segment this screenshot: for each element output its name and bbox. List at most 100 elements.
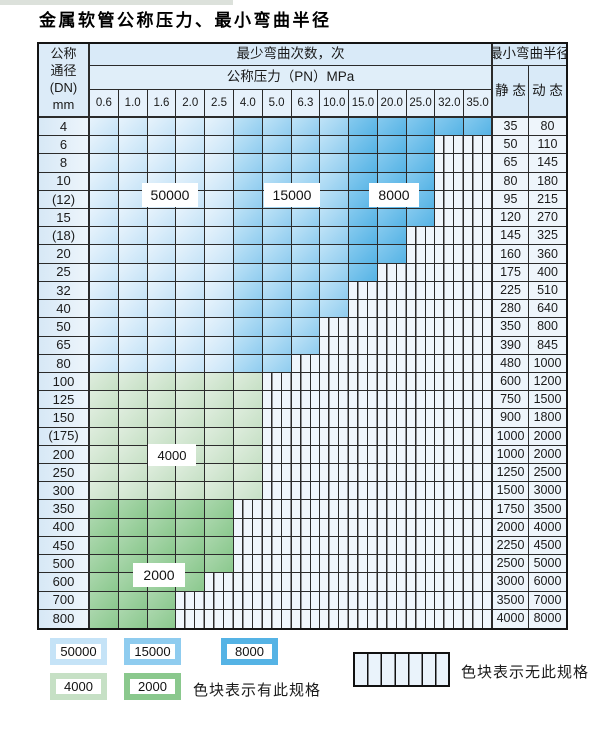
no-spec-cell-500-6.3 — [291, 555, 321, 574]
spec-cell-15-4.0 — [233, 209, 263, 228]
spec-cell-4-4.0 — [233, 118, 263, 137]
no-spec-cell-400-4.0 — [233, 518, 263, 537]
no-spec-cell-600-25.0 — [406, 573, 436, 592]
no-spec-cell-600-15.0 — [349, 573, 378, 592]
spec-cell-(175)-4.0 — [233, 427, 263, 446]
row-dn-label: 65 — [39, 336, 90, 355]
row-static-value: 2500 — [493, 555, 529, 574]
spec-cell-200-1.0 — [118, 445, 148, 465]
no-spec-cell-400-5.0 — [262, 518, 292, 537]
no-spec-cell-200-32.0 — [435, 445, 465, 465]
no-spec-cell-800-20.0 — [377, 609, 407, 628]
header-bend-cycles: 最少弯曲次数，次 — [90, 44, 493, 66]
no-spec-cell-250-10.0 — [320, 464, 350, 483]
spec-cell-8-25.0 — [406, 154, 436, 173]
row-static-value: 175 — [493, 263, 529, 282]
no-spec-cell-250-35.0 — [464, 464, 493, 483]
row-dynamic-value: 270 — [529, 209, 566, 228]
row-dynamic-value: 110 — [529, 136, 566, 155]
spec-cell-(175)-0.6 — [90, 427, 119, 446]
spec-cell-4-25.0 — [406, 118, 436, 137]
no-spec-cell-80-25.0 — [406, 354, 436, 373]
spec-cell-4-20.0 — [377, 118, 407, 137]
spec-cell-300-0.6 — [90, 482, 119, 501]
row-static-value: 95 — [493, 190, 529, 210]
no-spec-cell-50-35.0 — [464, 318, 493, 337]
no-spec-cell-40-35.0 — [464, 300, 493, 319]
no-spec-cell-80-20.0 — [377, 354, 407, 373]
no-spec-cell-250-32.0 — [435, 464, 465, 483]
spec-cell-8-5.0 — [262, 154, 292, 173]
no-spec-cell-400-25.0 — [406, 518, 436, 537]
no-spec-cell-25-35.0 — [464, 263, 493, 282]
spec-cell-32-0.6 — [90, 281, 119, 301]
spec-cell-40-0.6 — [90, 300, 119, 319]
row-dn-label: 25 — [39, 263, 90, 282]
spec-cell-250-2.5 — [205, 464, 234, 483]
header-pn-2.0: 2.0 — [176, 90, 206, 118]
spec-cell-40-2.5 — [205, 300, 234, 319]
header-dn-line: 通径 — [50, 63, 77, 79]
spec-cell-(12)-4.0 — [233, 190, 263, 210]
spec-cell-250-1.0 — [118, 464, 148, 483]
no-spec-cell-450-35.0 — [464, 536, 493, 556]
spec-cell-10-4.0 — [233, 172, 263, 191]
header-nominal-pressure: 公称压力（PN）MPa — [90, 66, 493, 90]
spec-cell-50-0.6 — [90, 318, 119, 337]
row-dn-label: 700 — [39, 591, 90, 610]
no-spec-cell-125-6.3 — [291, 391, 321, 410]
spec-cell-300-4.0 — [233, 482, 263, 501]
no-spec-cell-125-10.0 — [320, 391, 350, 410]
no-spec-cell-125-5.0 — [262, 391, 292, 410]
no-spec-cell-350-5.0 — [262, 500, 292, 519]
no-spec-cell-800-35.0 — [464, 609, 493, 628]
no-spec-cell-200-25.0 — [406, 445, 436, 465]
header-pn-0.6: 0.6 — [90, 90, 119, 118]
spec-cell-150-2.0 — [176, 409, 206, 428]
legend-swatch-2000: 2000 — [124, 673, 181, 700]
row-dn-label: 200 — [39, 445, 90, 465]
no-spec-cell-500-25.0 — [406, 555, 436, 574]
no-spec-cell-400-20.0 — [377, 518, 407, 537]
spec-cell-250-4.0 — [233, 464, 263, 483]
spec-cell-6-6.3 — [291, 136, 321, 155]
no-spec-cell-80-6.3 — [291, 354, 321, 373]
row-dn-label: (175) — [39, 427, 90, 446]
spec-cell-6-0.6 — [90, 136, 119, 155]
spec-cell-100-2.0 — [176, 372, 206, 392]
spec-cell-700-1.0 — [118, 591, 148, 610]
no-spec-cell-15-32.0 — [435, 209, 465, 228]
spec-cell-20-20.0 — [377, 245, 407, 264]
no-spec-cell-450-5.0 — [262, 536, 292, 556]
spec-cell-4-1.6 — [147, 118, 177, 137]
row-dynamic-value: 400 — [529, 263, 566, 282]
no-spec-cell-(12)-32.0 — [435, 190, 465, 210]
no-spec-cell-100-32.0 — [435, 372, 465, 392]
no-spec-cell-400-15.0 — [349, 518, 378, 537]
no-spec-cell-40-25.0 — [406, 300, 436, 319]
spec-cell-300-2.0 — [176, 482, 206, 501]
header-dynamic: 动 态 — [529, 66, 566, 118]
row-static-value: 280 — [493, 300, 529, 319]
spec-cell-4-32.0 — [435, 118, 465, 137]
no-spec-cell-50-10.0 — [320, 318, 350, 337]
spec-cell-40-4.0 — [233, 300, 263, 319]
row-dynamic-value: 1200 — [529, 372, 566, 392]
no-spec-cell-50-32.0 — [435, 318, 465, 337]
row-dn-label: 15 — [39, 209, 90, 228]
spec-cell-450-2.5 — [205, 536, 234, 556]
row-dn-label: 600 — [39, 573, 90, 592]
no-spec-cell-450-20.0 — [377, 536, 407, 556]
header-pn-2.5: 2.5 — [205, 90, 234, 118]
spec-cell-50-5.0 — [262, 318, 292, 337]
row-dn-label: 10 — [39, 172, 90, 191]
no-spec-cell-(175)-32.0 — [435, 427, 465, 446]
row-dn-label: 450 — [39, 536, 90, 556]
spec-cell-450-1.0 — [118, 536, 148, 556]
header-pn-10.0: 10.0 — [320, 90, 350, 118]
row-dn-label: 125 — [39, 391, 90, 410]
spec-cell-8-4.0 — [233, 154, 263, 173]
spec-cell-150-4.0 — [233, 409, 263, 428]
row-dynamic-value: 6000 — [529, 573, 566, 592]
spec-cell-250-0.6 — [90, 464, 119, 483]
